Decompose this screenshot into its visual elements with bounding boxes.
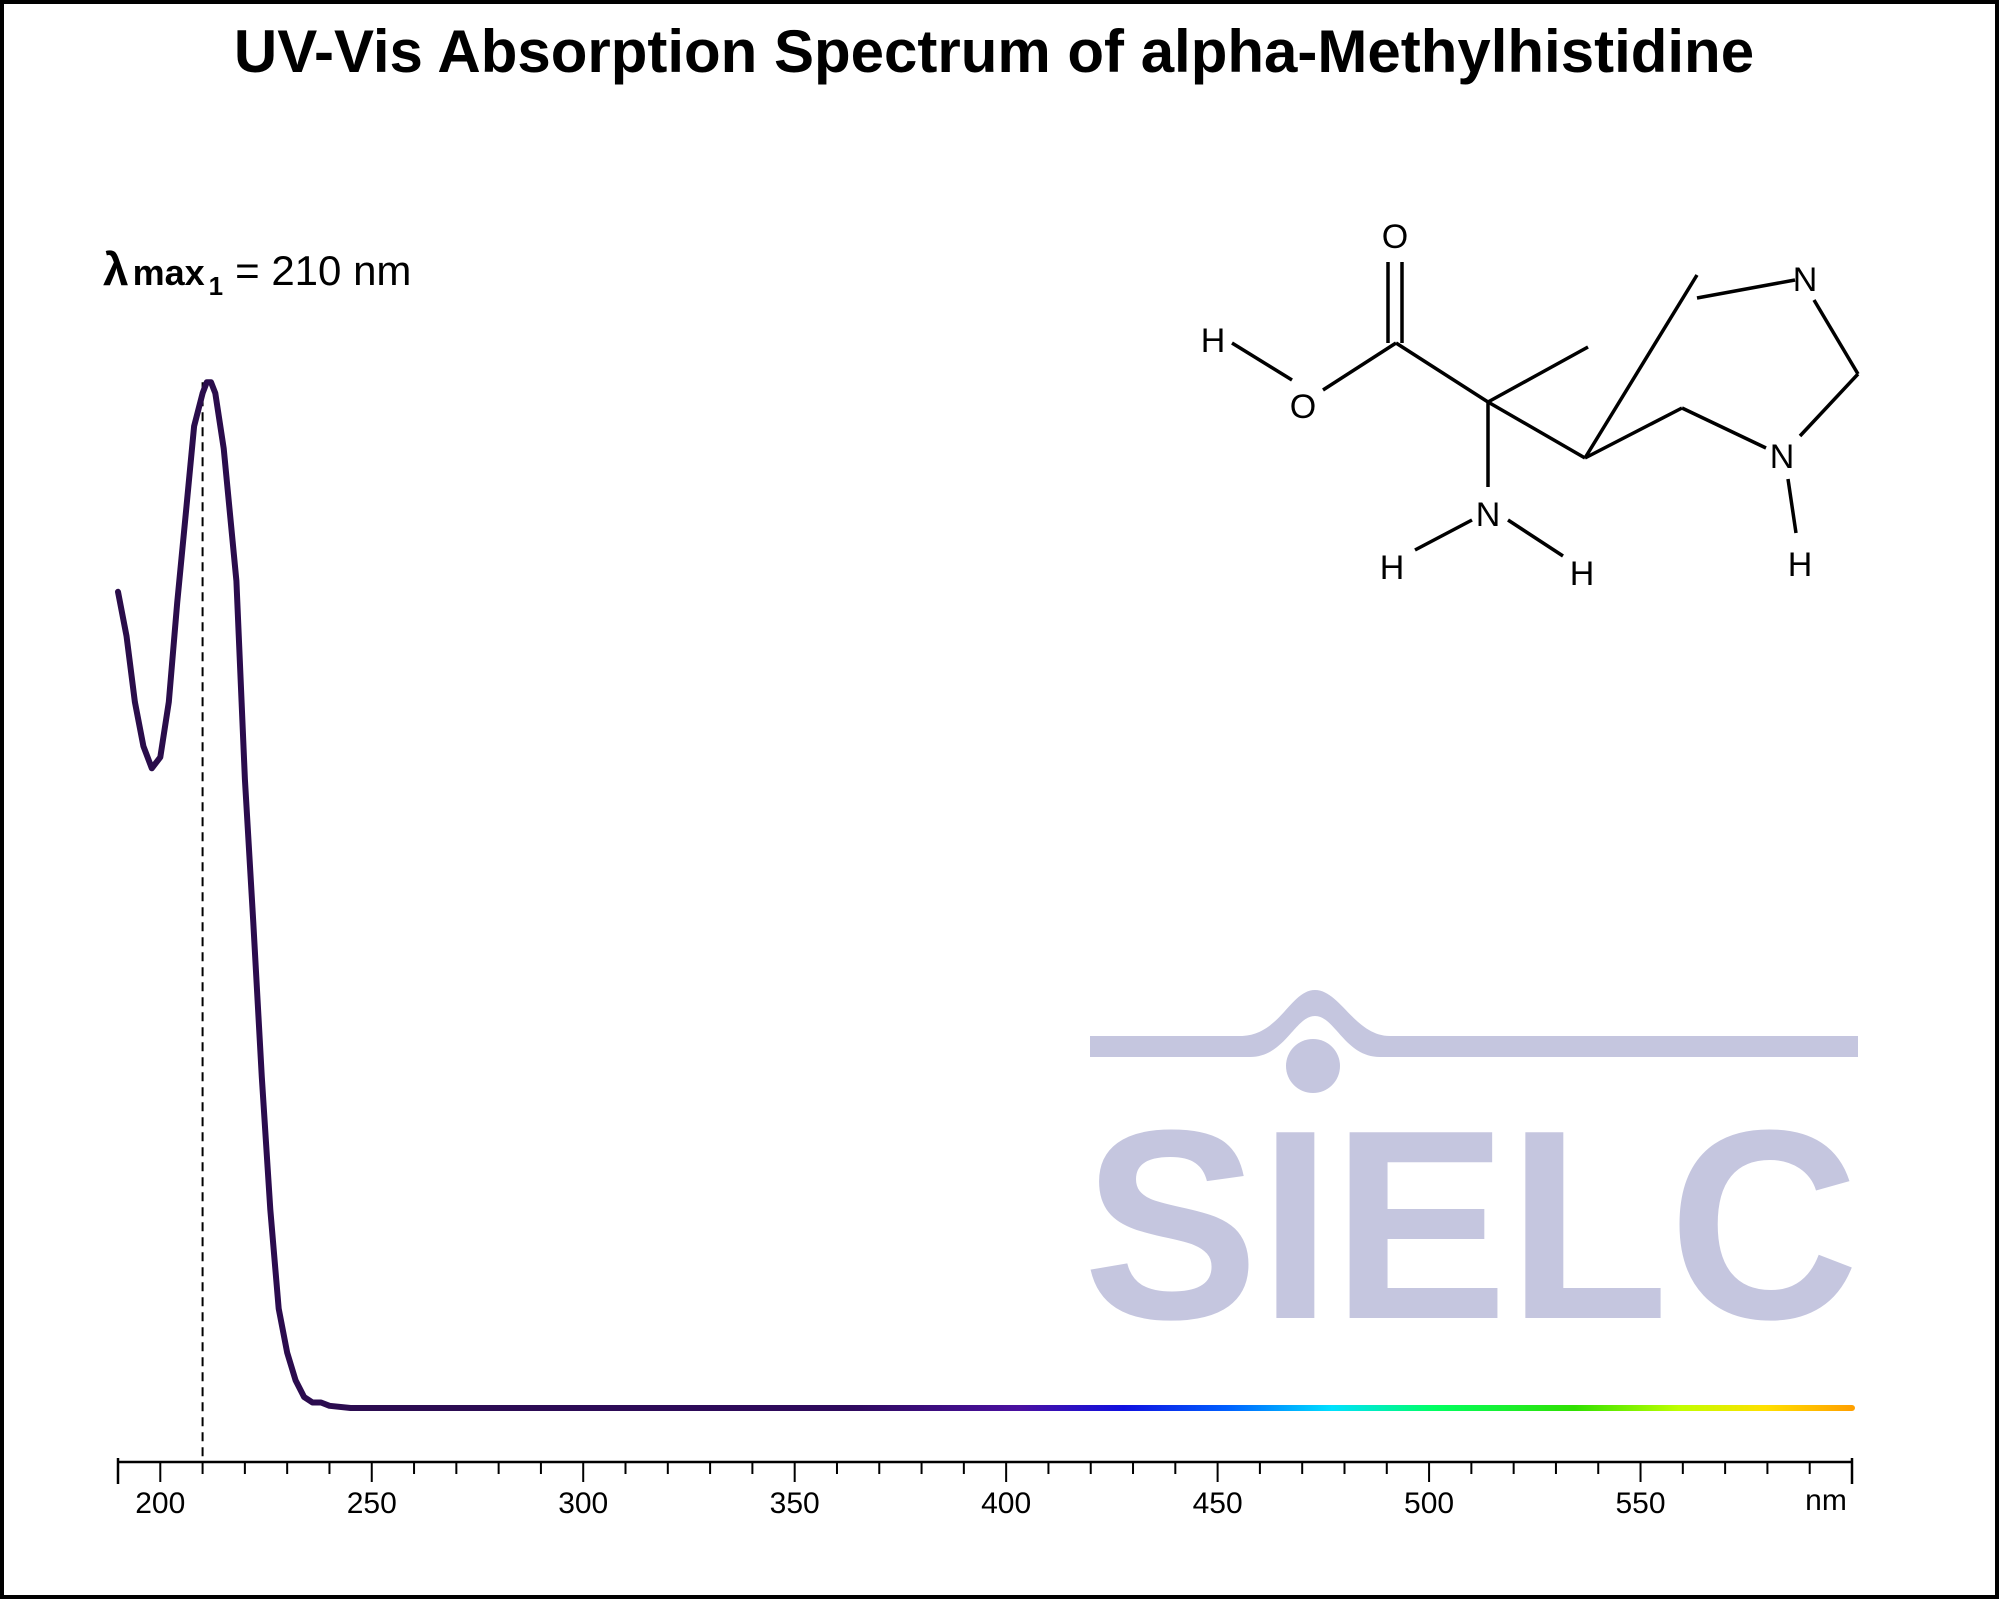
atom-h-amine-right: H <box>1570 555 1595 593</box>
logo-text: SIELC <box>1083 1075 1859 1376</box>
lambda-max-annotation: λ max 1 = 210 nm <box>103 243 411 301</box>
atom-n-ring-bottom: N <box>1770 438 1795 476</box>
spectrum-series-line <box>115 379 1855 1411</box>
molecule-structure <box>1231 262 1860 558</box>
x-axis-unit-label: nm <box>1805 1484 1847 1517</box>
x-tick-label: 500 <box>1404 1487 1454 1520</box>
x-tick-label: 350 <box>770 1487 820 1520</box>
atom-h-amine-left: H <box>1380 549 1405 587</box>
x-tick-label: 300 <box>558 1487 608 1520</box>
lambda-symbol: λ <box>103 243 129 295</box>
logo-dot <box>1286 1039 1340 1093</box>
atom-n-ring-top: N <box>1793 261 1818 299</box>
x-axis-tick-labels: 200 250 300 350 400 450 500 550 <box>135 1487 1665 1520</box>
logo-wave <box>1090 990 1858 1057</box>
lambda-max-sub: max <box>133 252 205 293</box>
atom-n-amine: N <box>1476 496 1501 534</box>
x-axis-ticks <box>116 1458 1854 1484</box>
molecule-atom-labels: O H O N H H N N H <box>1201 218 1818 593</box>
x-tick-label: 200 <box>135 1487 185 1520</box>
sielc-logo: SIELC <box>1083 990 1859 1376</box>
x-tick-label: 550 <box>1616 1487 1666 1520</box>
atom-o-hydroxyl: O <box>1290 388 1316 426</box>
chart-title: UV-Vis Absorption Spectrum of alpha-Meth… <box>234 18 1754 85</box>
x-tick-label: 450 <box>1193 1487 1243 1520</box>
x-tick-label: 400 <box>981 1487 1031 1520</box>
atom-h-ring: H <box>1788 546 1813 584</box>
lambda-max-value: = 210 nm <box>235 247 411 294</box>
atom-o-carbonyl: O <box>1382 218 1408 256</box>
atom-h-hydroxyl: H <box>1201 322 1226 360</box>
x-tick-label: 250 <box>347 1487 397 1520</box>
lambda-max-index: 1 <box>209 271 223 301</box>
